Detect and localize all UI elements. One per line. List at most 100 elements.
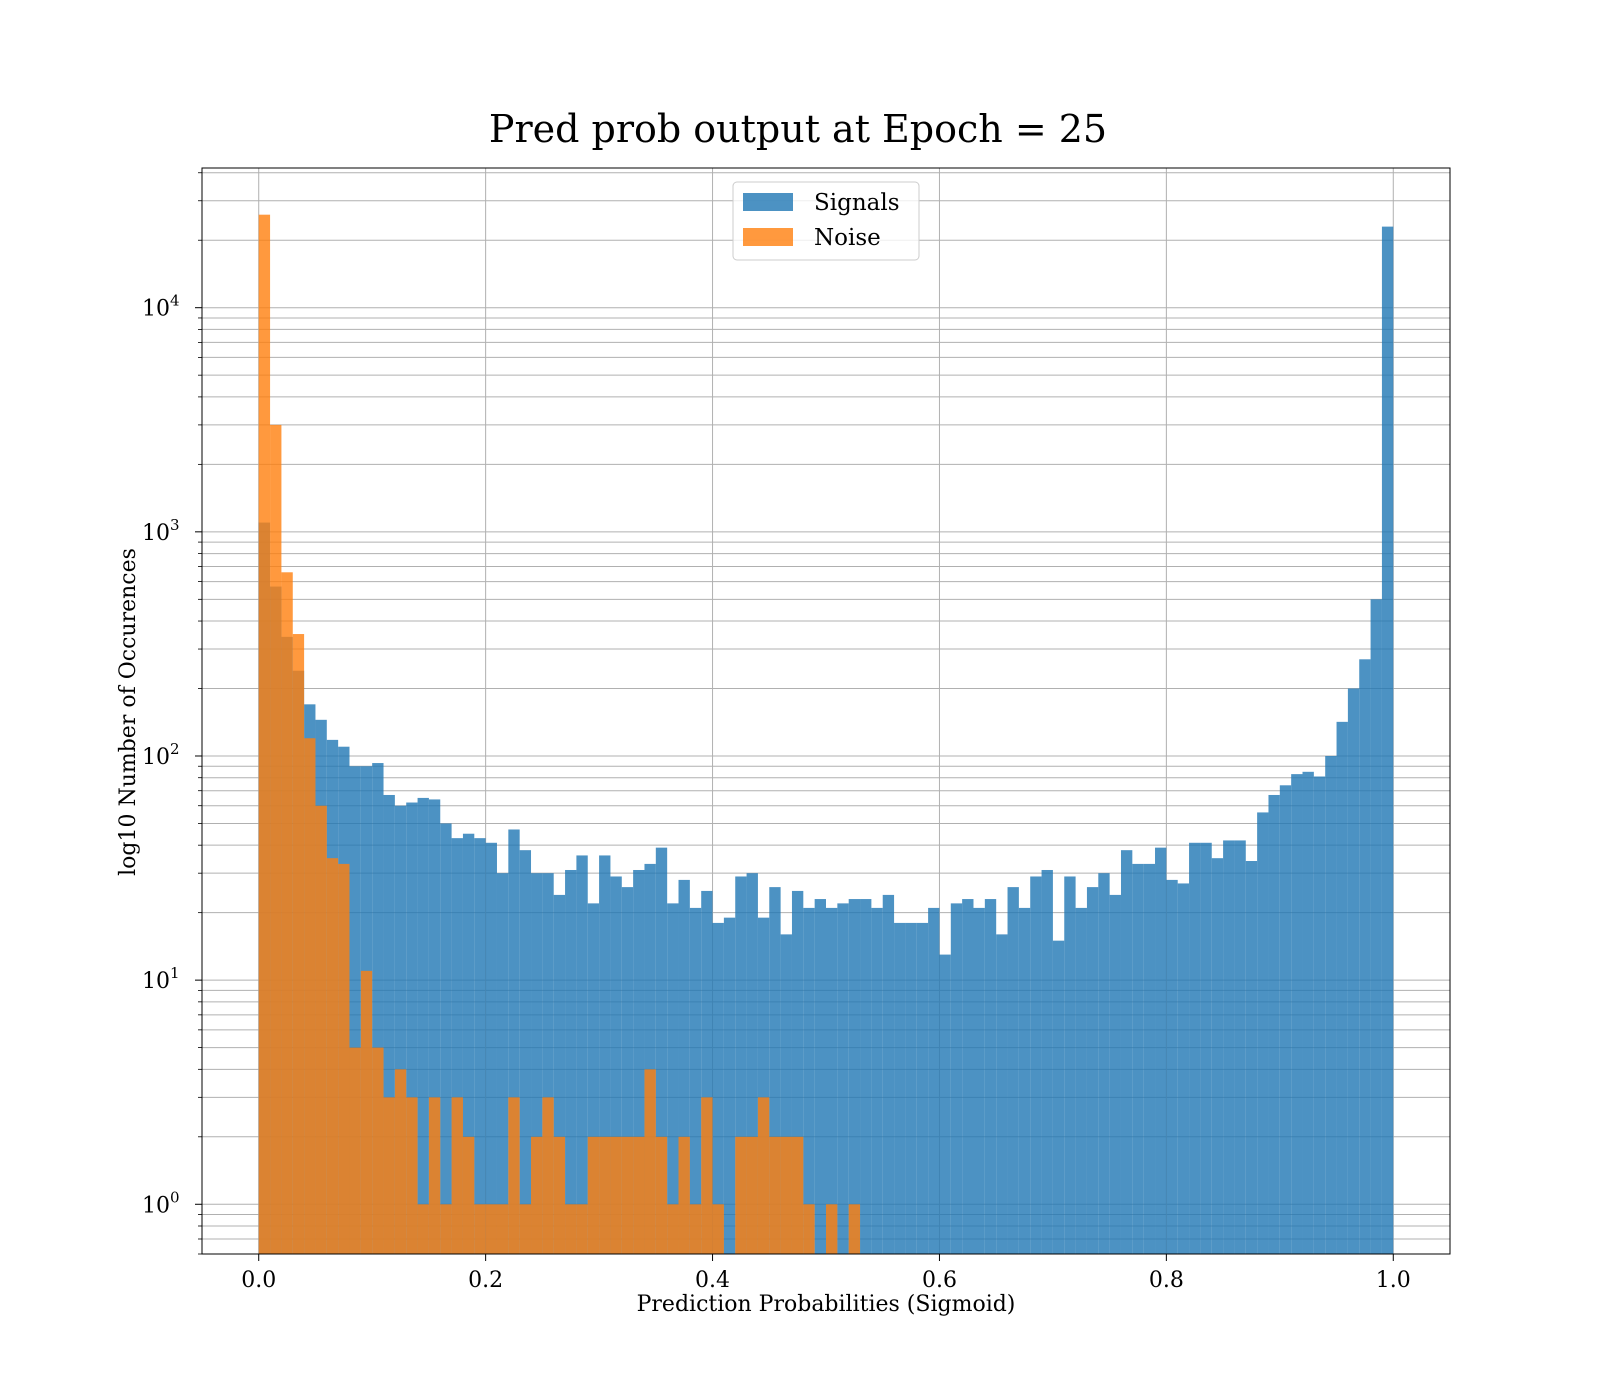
- noise-bar-8: [349, 1047, 361, 1254]
- signals-bar-20: [485, 842, 497, 1254]
- signals-bar-23: [519, 850, 532, 1254]
- noise-bar-34: [644, 1069, 656, 1254]
- signals-bar-70: [1052, 940, 1065, 1254]
- signals-bar-91: [1291, 774, 1303, 1254]
- noise-bar-47: [791, 1136, 804, 1254]
- noise-bar-15: [428, 1097, 441, 1254]
- noise-bar-36: [667, 1204, 679, 1254]
- noise-bar-0: [258, 214, 271, 1254]
- noise-bar-6: [326, 858, 339, 1254]
- signals-bar-87: [1245, 861, 1258, 1254]
- signals-bar-85: [1223, 840, 1235, 1254]
- signals-bar-57: [905, 922, 917, 1254]
- noise-bar-24: [531, 1136, 543, 1254]
- signals-bar-24: [531, 873, 543, 1254]
- signals-bar-22: [508, 829, 520, 1254]
- noise-bar-17: [451, 1097, 463, 1254]
- noise-bar-4: [304, 738, 316, 1254]
- signals-bar-19: [474, 838, 486, 1254]
- signals-bar-90: [1279, 785, 1292, 1254]
- signals-bar-75: [1109, 894, 1121, 1254]
- signals-bar-58: [916, 922, 929, 1254]
- signals-bar-48: [803, 907, 815, 1254]
- signals-bar-18: [462, 833, 475, 1254]
- x-tick-label-3: 0.6: [922, 1268, 957, 1293]
- noise-bar-3: [292, 634, 305, 1254]
- signals-bar-64: [984, 899, 997, 1254]
- signals-bar-32: [621, 887, 634, 1254]
- noise-bar-25: [542, 1097, 554, 1254]
- noise-bar-7: [338, 863, 350, 1254]
- noise-bar-43: [746, 1136, 758, 1254]
- signals-bar-98: [1370, 599, 1382, 1254]
- signals-bar-61: [950, 903, 963, 1254]
- noise-bar-16: [440, 1204, 452, 1254]
- signals-bar-81: [1177, 883, 1190, 1254]
- noise-bar-1: [270, 424, 282, 1254]
- signals-bar-28: [576, 855, 588, 1254]
- signals-bar-94: [1325, 755, 1337, 1254]
- noise-bar-14: [417, 1204, 429, 1254]
- legend-label-signals: Signals: [814, 190, 900, 216]
- signals-bar-43: [746, 873, 758, 1254]
- signals-bar-74: [1098, 873, 1110, 1254]
- signals-bar-40: [712, 922, 724, 1254]
- signals-bar-63: [973, 907, 985, 1254]
- noise-bars: [258, 214, 861, 1254]
- x-tick-label-0: 0.0: [241, 1268, 276, 1293]
- x-tick-label-4: 0.8: [1149, 1268, 1184, 1293]
- y-tick-label-0: 100: [142, 1188, 180, 1218]
- y-tick-label-3: 103: [142, 516, 180, 546]
- noise-bar-22: [508, 1097, 520, 1254]
- signals-bar-99: [1381, 226, 1394, 1254]
- signals-bar-84: [1211, 858, 1224, 1254]
- noise-bar-40: [712, 1204, 724, 1254]
- noise-bar-31: [610, 1136, 622, 1254]
- noise-bar-38: [689, 1204, 702, 1254]
- noise-bar-20: [485, 1204, 497, 1254]
- noise-bar-32: [621, 1136, 634, 1254]
- signals-bar-34: [644, 863, 656, 1254]
- signals-bar-46: [780, 934, 792, 1254]
- signals-bar-73: [1086, 887, 1099, 1254]
- signals-bar-78: [1143, 863, 1156, 1254]
- signals-bar-14: [417, 797, 429, 1254]
- signals-bar-35: [655, 847, 668, 1254]
- legend: Signals Noise: [732, 181, 920, 261]
- signals-bar-33: [633, 869, 645, 1254]
- chart-title: Pred prob output at Epoch = 25: [489, 107, 1107, 151]
- y-tick-label-1: 101: [142, 964, 180, 994]
- legend-swatch-signals: [743, 193, 793, 211]
- y-axis-label: log10 Number of Occurences: [116, 548, 141, 876]
- signals-bar-66: [1007, 887, 1019, 1254]
- signals-bar-52: [848, 899, 861, 1254]
- noise-bar-52: [848, 1204, 861, 1254]
- noise-bar-5: [315, 805, 327, 1254]
- signals-bar-54: [871, 907, 883, 1254]
- noise-bar-9: [360, 970, 373, 1254]
- signals-bar-38: [689, 907, 702, 1254]
- noise-bar-50: [826, 1204, 838, 1254]
- signals-bar-86: [1234, 840, 1246, 1254]
- noise-bar-13: [406, 1097, 418, 1254]
- noise-bar-30: [599, 1136, 611, 1254]
- signals-bar-93: [1313, 776, 1326, 1254]
- noise-bar-44: [757, 1097, 770, 1254]
- noise-bar-23: [519, 1204, 532, 1254]
- signals-bar-51: [837, 903, 849, 1254]
- x-tick-label-1: 0.2: [468, 1268, 503, 1293]
- signals-bar-95: [1336, 721, 1348, 1254]
- signals-bar-71: [1064, 876, 1076, 1254]
- noise-bar-48: [803, 1204, 815, 1254]
- signals-bar-50: [826, 907, 838, 1254]
- signals-bar-72: [1075, 907, 1087, 1254]
- noise-bar-11: [383, 1097, 395, 1254]
- x-tick-label-2: 0.4: [695, 1268, 730, 1293]
- signals-bar-92: [1302, 771, 1314, 1254]
- noise-bar-2: [281, 572, 293, 1254]
- signals-bar-47: [791, 890, 804, 1254]
- noise-bar-35: [655, 1136, 668, 1254]
- signals-bar-55: [882, 894, 895, 1254]
- signals-bar-44: [757, 917, 770, 1254]
